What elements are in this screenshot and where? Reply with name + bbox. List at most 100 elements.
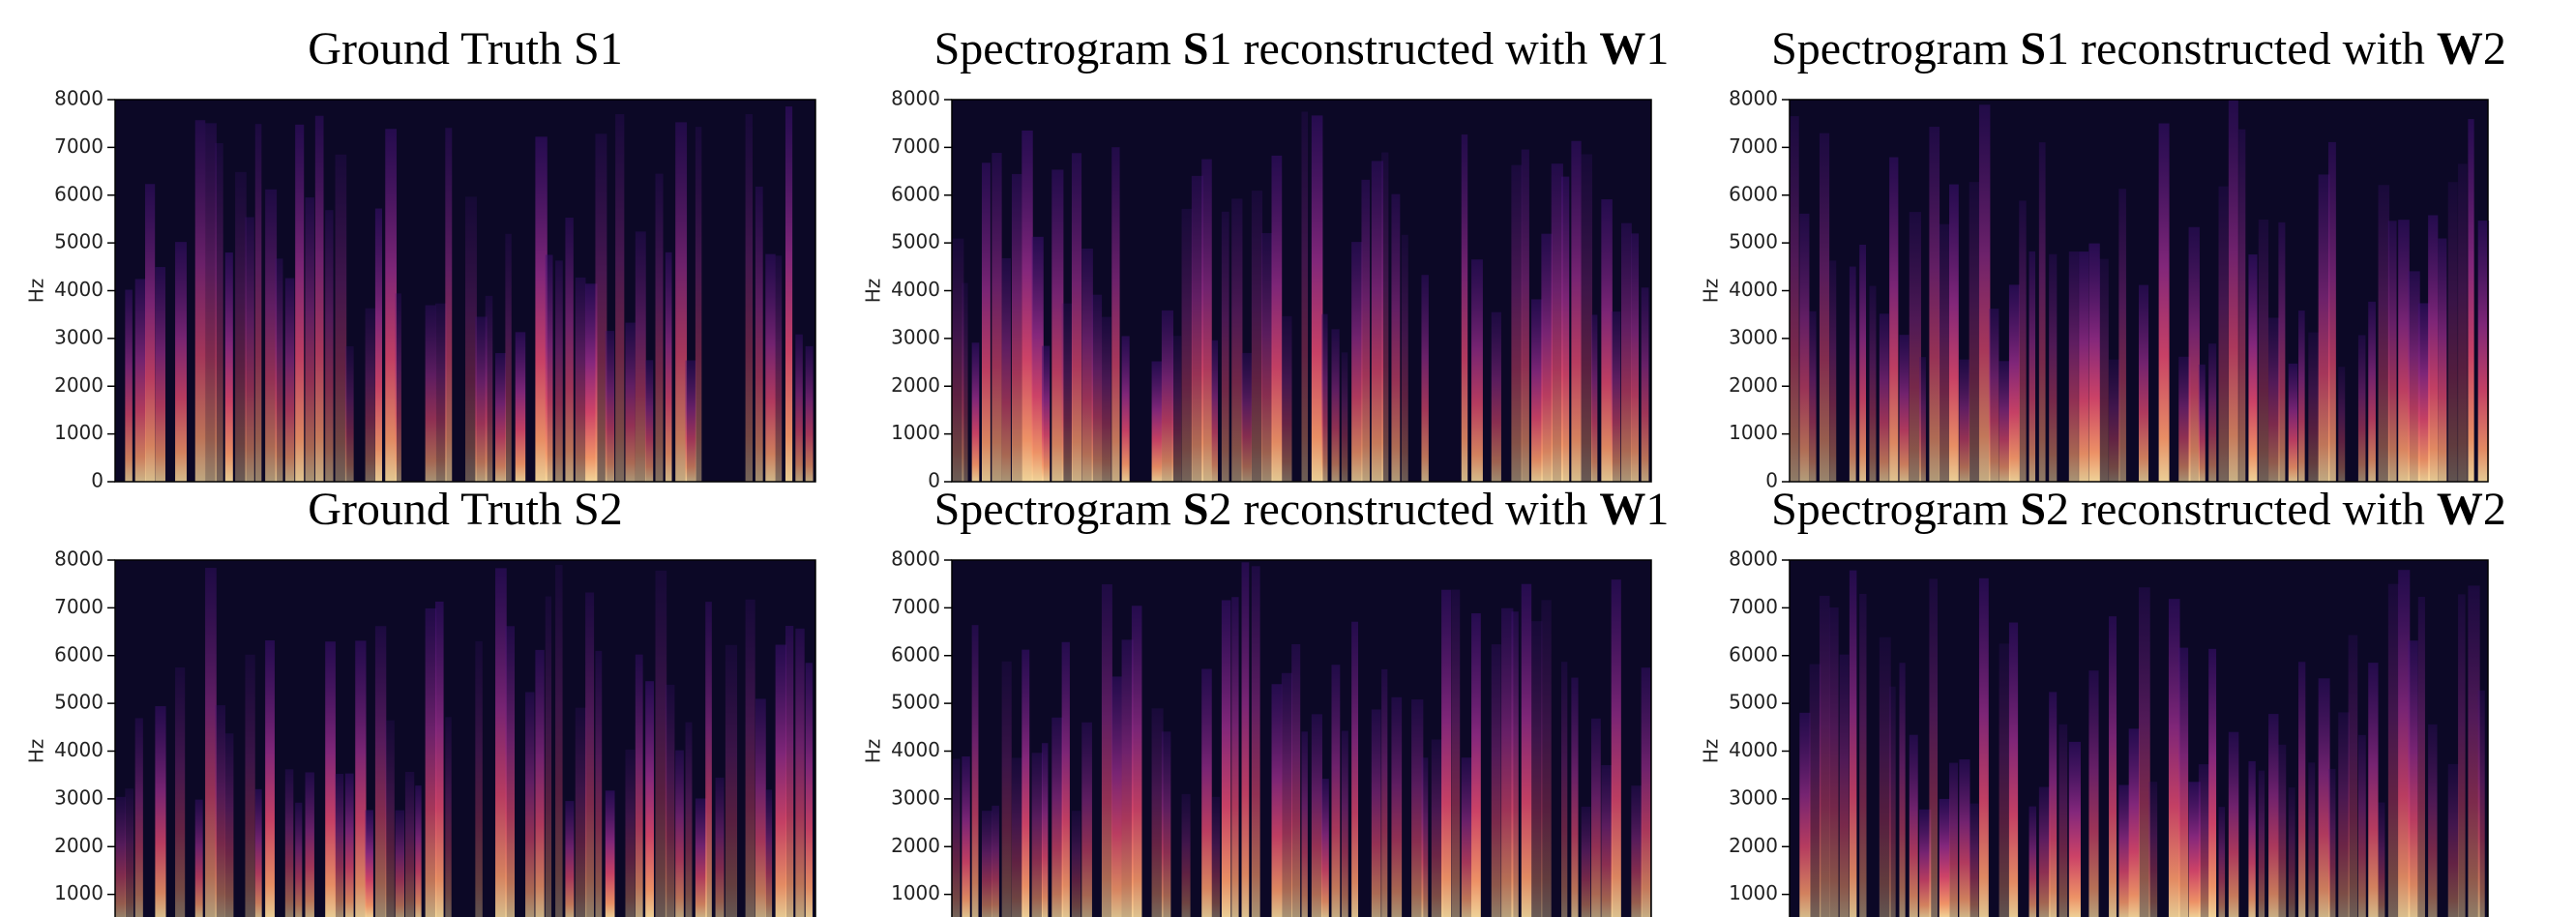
spectrogram-texture [2218, 186, 2229, 482]
spectrogram-texture [1231, 198, 1243, 482]
spectrogram-texture [1271, 155, 1283, 482]
y-tick-label: 3000 [1729, 785, 1778, 809]
spectrogram-texture [465, 196, 477, 483]
spectrogram-texture [1511, 164, 1523, 482]
spectrogram-texture [1421, 275, 1429, 482]
spectrogram-texture [2308, 762, 2316, 917]
spectrogram-texture [2109, 616, 2117, 917]
title-run: S [1183, 484, 1209, 535]
y-tick-label: 8000 [891, 547, 940, 571]
y-tick-label: 2000 [54, 373, 104, 397]
y-tick-label: 4000 [891, 278, 940, 301]
spectrogram-texture [365, 308, 375, 482]
spectrogram-texture [1131, 606, 1142, 917]
spectrogram-texture [205, 568, 217, 917]
spectrogram-texture [2288, 787, 2295, 917]
spectrogram-texture [1281, 315, 1292, 482]
spectrogram-texture [1221, 211, 1229, 483]
panel-title: Ground Truth S2 [308, 484, 622, 535]
spectrogram-texture [1051, 717, 1064, 917]
spectrogram-texture [1849, 266, 1856, 482]
spectrogram-texture [2058, 724, 2068, 917]
spectrogram-texture [344, 773, 354, 917]
spectrogram-texture [2338, 712, 2350, 917]
y-tick-label: 4000 [1729, 738, 1778, 761]
spectrogram-texture [1939, 798, 1950, 917]
y-tick-label: 1000 [1729, 421, 1778, 444]
spectrogram-texture [215, 143, 223, 483]
y-tick-label: 6000 [54, 182, 104, 205]
spectrogram-texture [1201, 159, 1212, 482]
title-run: W [1599, 484, 1645, 535]
spectrogram-texture [1949, 184, 1959, 483]
spectrogram-texture [1451, 589, 1461, 917]
spectrogram-texture [224, 252, 233, 482]
y-tick-label: 3000 [54, 325, 104, 348]
spectrogram-texture [1561, 176, 1570, 482]
spectrogram-texture [434, 303, 447, 482]
title-run: Ground Truth S2 [308, 484, 622, 535]
spectrogram-texture [1361, 179, 1371, 482]
spectrogram-texture [981, 163, 991, 482]
spectrogram-texture [2188, 226, 2200, 482]
spectrogram-texture [1909, 212, 1921, 482]
spectrogram-texture [1621, 222, 1632, 482]
spectrogram-texture [1919, 809, 1932, 917]
title-run: Spectrogram [934, 484, 1183, 535]
spectrogram-texture [1061, 303, 1073, 482]
spectrogram-texture [635, 231, 646, 482]
spectrogram-texture [2417, 596, 2425, 917]
spectrogram-texture [425, 607, 437, 917]
spectrogram-texture [675, 750, 684, 917]
spectrogram-texture [115, 796, 126, 917]
y-axis-label: Hz [862, 279, 885, 304]
spectrogram-texture [535, 136, 548, 482]
spectrogram-texture [1631, 785, 1643, 917]
spectrogram-texture [1211, 796, 1221, 917]
spectrogram-texture [1819, 133, 1830, 482]
spectrogram-texture [2447, 763, 2459, 917]
spectrogram-texture [1441, 589, 1452, 917]
plot-frame [1789, 559, 2489, 917]
spectrogram-texture [1221, 600, 1231, 917]
spectrogram-texture [2348, 635, 2358, 917]
spectrogram-texture [665, 251, 672, 482]
spectrogram-texture [1929, 127, 1940, 482]
spectrogram-texture [981, 811, 992, 917]
spectrogram-texture [585, 283, 598, 482]
spectrogram-texture [284, 278, 295, 482]
y-tick-label: 7000 [891, 595, 940, 618]
spectrogram-texture [2368, 301, 2376, 482]
spectrogram-texture [2128, 728, 2140, 917]
spectrogram-texture [971, 342, 980, 482]
spectrogram-texture [2248, 760, 2256, 917]
spectrogram-texture [1031, 753, 1044, 917]
spectrogram-texture [265, 640, 275, 917]
spectrogram-texture [2088, 243, 2100, 482]
spectrogram-texture [2338, 367, 2346, 482]
spectrogram-texture [415, 785, 422, 917]
spectrogram-texture [2038, 142, 2046, 482]
spectrogram-texture [2098, 258, 2109, 482]
spectrogram-texture [1959, 359, 1970, 482]
spectrogram-texture [1011, 173, 1022, 482]
spectrogram-texture [1541, 600, 1552, 917]
spectrogram-texture [1341, 730, 1348, 917]
spectrogram-texture [785, 106, 793, 483]
spectrogram-texture [445, 717, 452, 917]
title-run: 1 [1645, 484, 1669, 535]
spectrogram-texture [1641, 667, 1651, 917]
spectrogram-texture [1071, 153, 1082, 482]
spectrogram-texture [1211, 340, 1219, 482]
spectrogram-texture [205, 123, 217, 482]
spectrogram-texture [1181, 208, 1193, 482]
y-tick-label: 1000 [54, 881, 104, 904]
y-tick-label: 5000 [891, 691, 940, 714]
spectrogram-texture [1121, 336, 1130, 482]
spectrogram-texture [385, 129, 397, 482]
y-tick-label: 7000 [54, 134, 104, 158]
spectrogram-texture [2248, 254, 2258, 482]
spectrogram-texture [2008, 284, 2020, 482]
spectrogram-texture [1839, 654, 1850, 917]
spectrogram-texture [2158, 123, 2170, 483]
